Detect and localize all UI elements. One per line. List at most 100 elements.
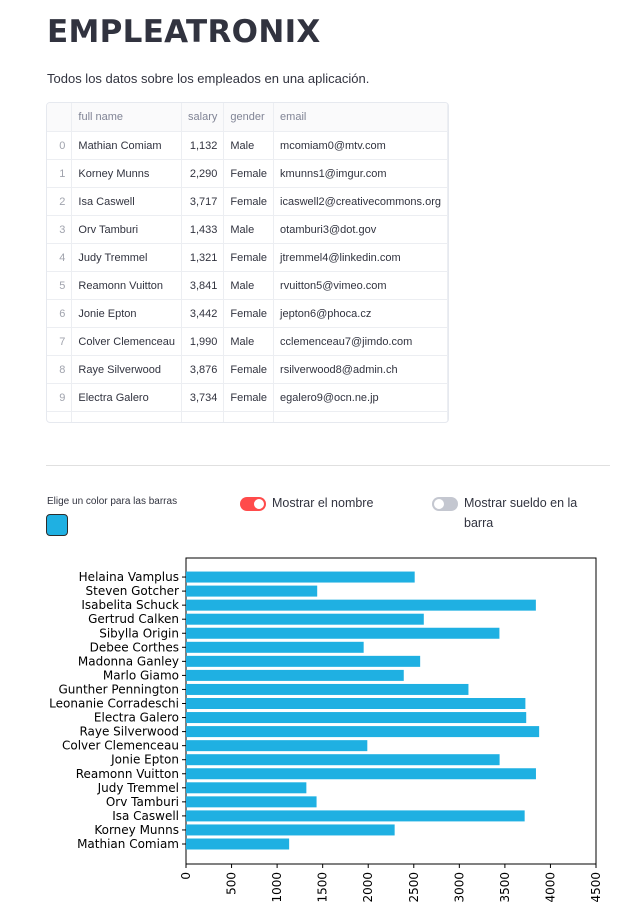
y-tick-label: Judy Tremmel (97, 781, 179, 795)
cell-email[interactable]: cclemenceau7@jimdo.com (273, 327, 448, 356)
cell-gender[interactable]: Male (223, 131, 275, 160)
plot-frame (185, 557, 597, 865)
x-tick-label: 3000 (452, 872, 466, 903)
cell-index[interactable]: 5 (47, 271, 73, 300)
cell-index[interactable]: 2 (47, 187, 73, 216)
cell-gender[interactable]: Male (223, 327, 275, 356)
cell-index[interactable]: 6 (47, 299, 73, 328)
x-tick-label: 4000 (543, 872, 557, 903)
cell-index[interactable]: 4 (47, 243, 73, 272)
cell-gender[interactable]: Female (223, 355, 275, 384)
table-header-row: full name salary gender email (47, 103, 448, 132)
cell-email[interactable]: otamburi3@dot.gov (273, 215, 448, 244)
employee-dataframe[interactable]: full name salary gender email 0 Mathian C… (46, 102, 449, 423)
bar (186, 782, 307, 794)
column-header-index[interactable] (47, 103, 73, 132)
column-header-full-name[interactable]: full name (71, 103, 183, 132)
y-tick-label: Sibylla Origin (99, 626, 179, 640)
show-name-toggle[interactable] (240, 497, 266, 511)
cell-index[interactable]: 9 (47, 383, 73, 412)
show-salary-toggle[interactable] (432, 497, 458, 511)
cell-email[interactable]: kmunns1@imgur.com (273, 159, 448, 188)
cell-salary[interactable]: 1,132 (181, 131, 225, 160)
cell-email[interactable]: icaswell2@creativecommons.org (273, 187, 448, 216)
cell-full-name[interactable]: Raye Silverwood (71, 355, 183, 384)
y-tick-label: Leonanie Corradeschi (49, 697, 179, 711)
show-name-label: Mostrar el nombre (272, 496, 374, 510)
y-tick-label: Electra Galero (94, 711, 179, 725)
cell-gender[interactable]: Female (223, 383, 275, 412)
x-tick-label: 0 (179, 872, 193, 880)
cell-full-name[interactable]: Korney Munns (71, 159, 183, 188)
bar (186, 838, 290, 850)
bar (186, 754, 500, 766)
table-row[interactable]: 4 Judy Tremmel 1,321 Female jtremmel4@linked… (47, 243, 448, 272)
table-row[interactable]: 0 Mathian Comiam 1,132 Male mcomiam0@mtv.com (47, 131, 448, 160)
cell-index[interactable]: 0 (47, 131, 73, 160)
table-row[interactable]: 5 Reamonn Vuitton 3,841 Male rvuitton5@vimeo… (47, 271, 448, 300)
bar (186, 824, 395, 836)
bar (186, 613, 424, 625)
cell-full-name[interactable]: Orv Tamburi (71, 215, 183, 244)
y-tick-label: Marlo Giamo (103, 668, 179, 682)
cell-gender[interactable]: Male (223, 215, 275, 244)
cell-email[interactable]: jtremmel4@linkedin.com (273, 243, 448, 272)
table-row[interactable]: 6 Jonie Epton 3,442 Female jepton6@phoca.cz (47, 299, 448, 328)
y-tick-label: Colver Clemenceau (62, 739, 179, 753)
cell-index[interactable]: 7 (47, 327, 73, 356)
cell-salary[interactable]: 3,734 (181, 383, 225, 412)
cell-gender[interactable]: Female (223, 243, 275, 272)
cell-email[interactable]: egalero9@ocn.ne.jp (273, 383, 448, 412)
column-header-gender[interactable]: gender (223, 103, 275, 132)
cell-gender[interactable]: Female (223, 299, 275, 328)
cell-index[interactable]: 8 (47, 355, 73, 384)
table-row[interactable]: 9 Electra Galero 3,734 Female egalero9@ocn.n… (47, 383, 448, 412)
cell-email[interactable]: mcomiam0@mtv.com (273, 131, 448, 160)
cell-empty (71, 411, 183, 422)
cell-gender[interactable]: Female (223, 187, 275, 216)
cell-full-name[interactable]: Reamonn Vuitton (71, 271, 183, 300)
cell-salary[interactable]: 1,321 (181, 243, 225, 272)
y-tick-label: Helaina Vamplus (79, 570, 179, 584)
bar (186, 796, 317, 808)
table-row[interactable]: 3 Orv Tamburi 1,433 Male otamburi3@dot.gov (47, 215, 448, 244)
cell-salary[interactable]: 3,442 (181, 299, 225, 328)
cell-salary[interactable]: 3,717 (181, 187, 225, 216)
column-header-salary[interactable]: salary (181, 103, 225, 132)
bar (186, 683, 469, 695)
cell-full-name[interactable]: Electra Galero (71, 383, 183, 412)
cell-index[interactable]: 3 (47, 215, 73, 244)
y-tick-label: Debee Corthes (90, 640, 179, 654)
cell-email[interactable]: jepton6@phoca.cz (273, 299, 448, 328)
cell-salary[interactable]: 2,290 (181, 159, 225, 188)
page-subtitle: Todos los datos sobre los empleados en u… (47, 71, 370, 86)
bar (186, 726, 540, 738)
cell-full-name[interactable]: Jonie Epton (71, 299, 183, 328)
cell-full-name[interactable]: Isa Caswell (71, 187, 183, 216)
y-tick-label: Korney Munns (94, 823, 179, 837)
bar (186, 712, 527, 724)
cell-full-name[interactable]: Mathian Comiam (71, 131, 183, 160)
cell-full-name[interactable]: Judy Tremmel (71, 243, 183, 272)
bar (186, 698, 526, 709)
bar (186, 641, 364, 653)
cell-gender[interactable]: Female (223, 159, 275, 188)
cell-index[interactable]: 1 (47, 159, 73, 188)
y-tick-label: Madonna Ganley (78, 654, 179, 668)
cell-salary[interactable]: 3,841 (181, 271, 225, 300)
cell-email[interactable]: rsilverwood8@admin.ch (273, 355, 448, 384)
table-row[interactable]: 2 Isa Caswell 3,717 Female icaswell2@creativ… (47, 187, 448, 216)
color-picker-swatch[interactable] (46, 514, 68, 536)
table-row[interactable]: 8 Raye Silverwood 3,876 Female rsilverwood8@… (47, 355, 448, 384)
table-row[interactable]: 7 Colver Clemenceau 1,990 Male cclemenceau7@… (47, 327, 448, 356)
cell-salary[interactable]: 3,876 (181, 355, 225, 384)
table-row[interactable]: 1 Korney Munns 2,290 Female kmunns1@imgur.co… (47, 159, 448, 188)
cell-salary[interactable]: 1,990 (181, 327, 225, 356)
bar (186, 585, 318, 597)
column-header-email[interactable]: email (273, 103, 448, 132)
cell-gender[interactable]: Male (223, 271, 275, 300)
cell-email[interactable]: rvuitton5@vimeo.com (273, 271, 448, 300)
cell-salary[interactable]: 1,433 (181, 215, 225, 244)
cell-full-name[interactable]: Colver Clemenceau (71, 327, 183, 356)
bar (186, 627, 500, 639)
